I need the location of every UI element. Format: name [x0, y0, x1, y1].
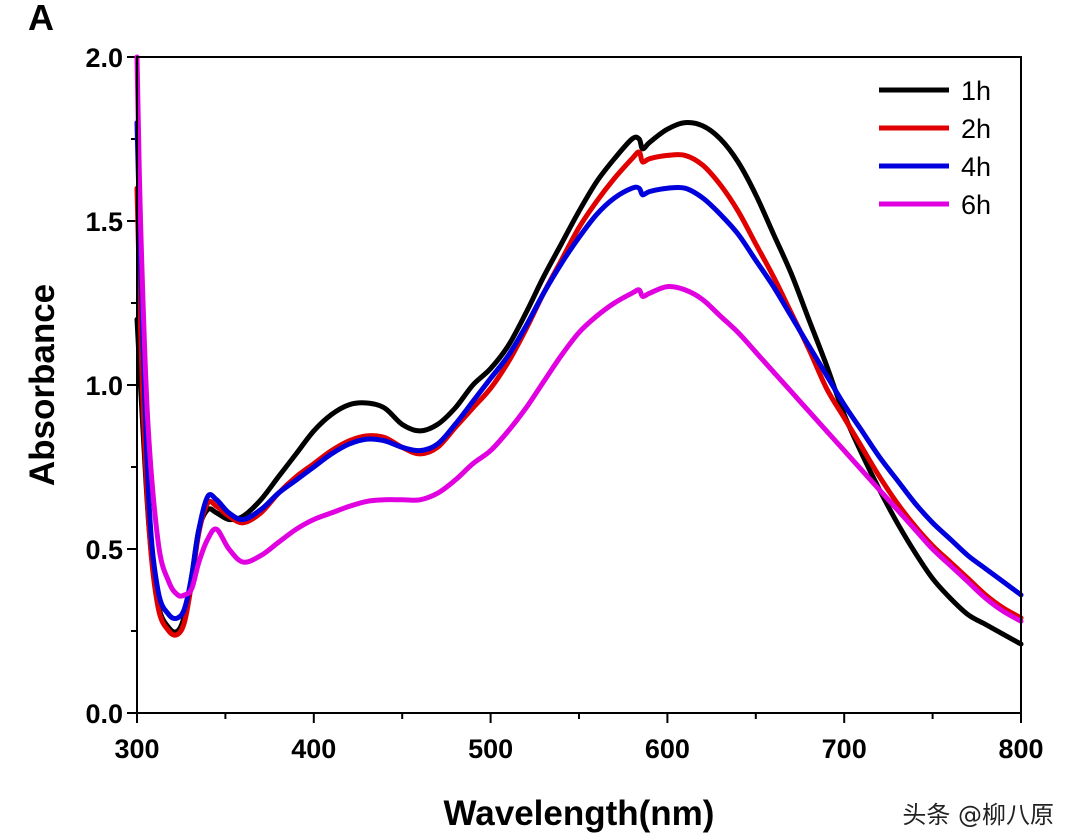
- x-tick-label: 400: [291, 734, 336, 764]
- plot-frame: [136, 56, 1022, 714]
- x-tick-label: 700: [822, 734, 867, 764]
- legend-label-1h: 1h: [961, 76, 991, 106]
- y-tick-label: 0.5: [85, 535, 123, 565]
- legend: 1h 2h 4h 6h: [879, 76, 991, 220]
- y-tick-label: 0.0: [85, 699, 123, 729]
- y-tick-label: 2.0: [85, 43, 123, 73]
- y-tick-label: 1.0: [85, 371, 123, 401]
- y-tick-label: 1.5: [85, 207, 123, 237]
- panel-label: A: [28, 0, 54, 38]
- series-line-1h: [134, 119, 1024, 647]
- x-tick-label: 800: [998, 734, 1043, 764]
- tick-labels: 300 400 500 600 700 800 0.0 0.5 1.0 1.5 2.0: [85, 43, 1043, 764]
- x-tick-label: 600: [645, 734, 690, 764]
- y-axis-title: Absorbance: [23, 284, 62, 486]
- x-tick-label: 300: [114, 734, 159, 764]
- x-tick-label: 500: [468, 734, 513, 764]
- series-line-4h: [134, 120, 1024, 621]
- legend-label-2h: 2h: [961, 114, 991, 144]
- watermark: 头条 @柳八原: [902, 801, 1054, 829]
- x-axis-title: Wavelength(nm): [444, 794, 715, 833]
- tick-marks: [127, 56, 1022, 723]
- series-line-6h: [134, 54, 1024, 624]
- series-lines: [134, 54, 1024, 647]
- legend-label-4h: 4h: [961, 152, 991, 182]
- series-line-2h: [134, 149, 1024, 638]
- legend-label-6h: 6h: [961, 190, 991, 220]
